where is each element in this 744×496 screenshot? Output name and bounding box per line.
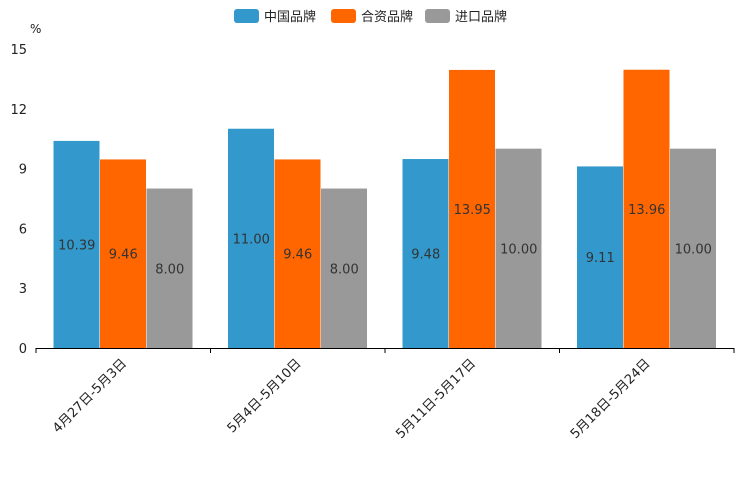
x-tick-label: 5月4日-5月10日 xyxy=(225,356,305,436)
data-label: 10.39 xyxy=(58,238,95,253)
legend-swatch xyxy=(234,9,259,23)
x-axis: 4月27日-5月3日 5月4日-5月10日 5月11日-5月17日 5月18日-5月2… xyxy=(35,348,735,442)
data-label: 13.96 xyxy=(628,203,665,218)
legend-label: 进口品牌 xyxy=(455,9,507,25)
data-label: 13.95 xyxy=(454,203,491,218)
y-axis-unit-label: % xyxy=(30,22,41,36)
legend-swatch xyxy=(425,9,450,23)
bar xyxy=(495,148,542,348)
data-label: 10.00 xyxy=(675,242,712,257)
legend: 中国品牌 合资品牌 进口品牌 xyxy=(234,9,507,25)
x-tick-label: 4月27日-5月3日 xyxy=(50,356,130,436)
bar xyxy=(274,159,321,348)
data-label: 8.00 xyxy=(330,262,359,277)
legend-swatch xyxy=(331,9,356,23)
y-tick-label: 6 xyxy=(19,222,27,237)
y-axis: 0 3 6 9 12 15 xyxy=(10,43,27,357)
bar xyxy=(146,188,193,348)
bar xyxy=(402,159,449,348)
y-tick-label: 0 xyxy=(19,342,27,357)
y-tick-label: 9 xyxy=(19,163,27,178)
bar xyxy=(670,148,716,348)
bar xyxy=(53,140,100,348)
x-tick-label: 5月11日-5月17日 xyxy=(393,356,479,442)
bar xyxy=(449,69,495,349)
data-label: 9.11 xyxy=(586,251,615,266)
data-label: 10.00 xyxy=(500,242,537,257)
legend-label: 中国品牌 xyxy=(264,9,316,25)
legend-label: 合资品牌 xyxy=(361,9,413,25)
y-tick-label: 12 xyxy=(10,103,27,118)
data-label: 9.46 xyxy=(283,248,312,263)
data-label: 9.46 xyxy=(109,248,138,263)
data-label: 11.00 xyxy=(233,232,270,247)
bar xyxy=(321,188,367,348)
y-tick-label: 15 xyxy=(10,43,27,58)
bar xyxy=(623,69,670,349)
bar xyxy=(228,128,274,348)
data-label: 8.00 xyxy=(155,262,184,277)
bars: 10.39 9.46 8.00 11.00 9.46 8.00 9.48 13.95 10.00… xyxy=(53,69,716,349)
x-tick-label: 5月18日-5月24日 xyxy=(568,356,654,442)
bar xyxy=(100,159,146,348)
data-label: 9.48 xyxy=(411,248,440,263)
bar xyxy=(577,166,623,348)
y-tick-label: 3 xyxy=(19,282,27,297)
